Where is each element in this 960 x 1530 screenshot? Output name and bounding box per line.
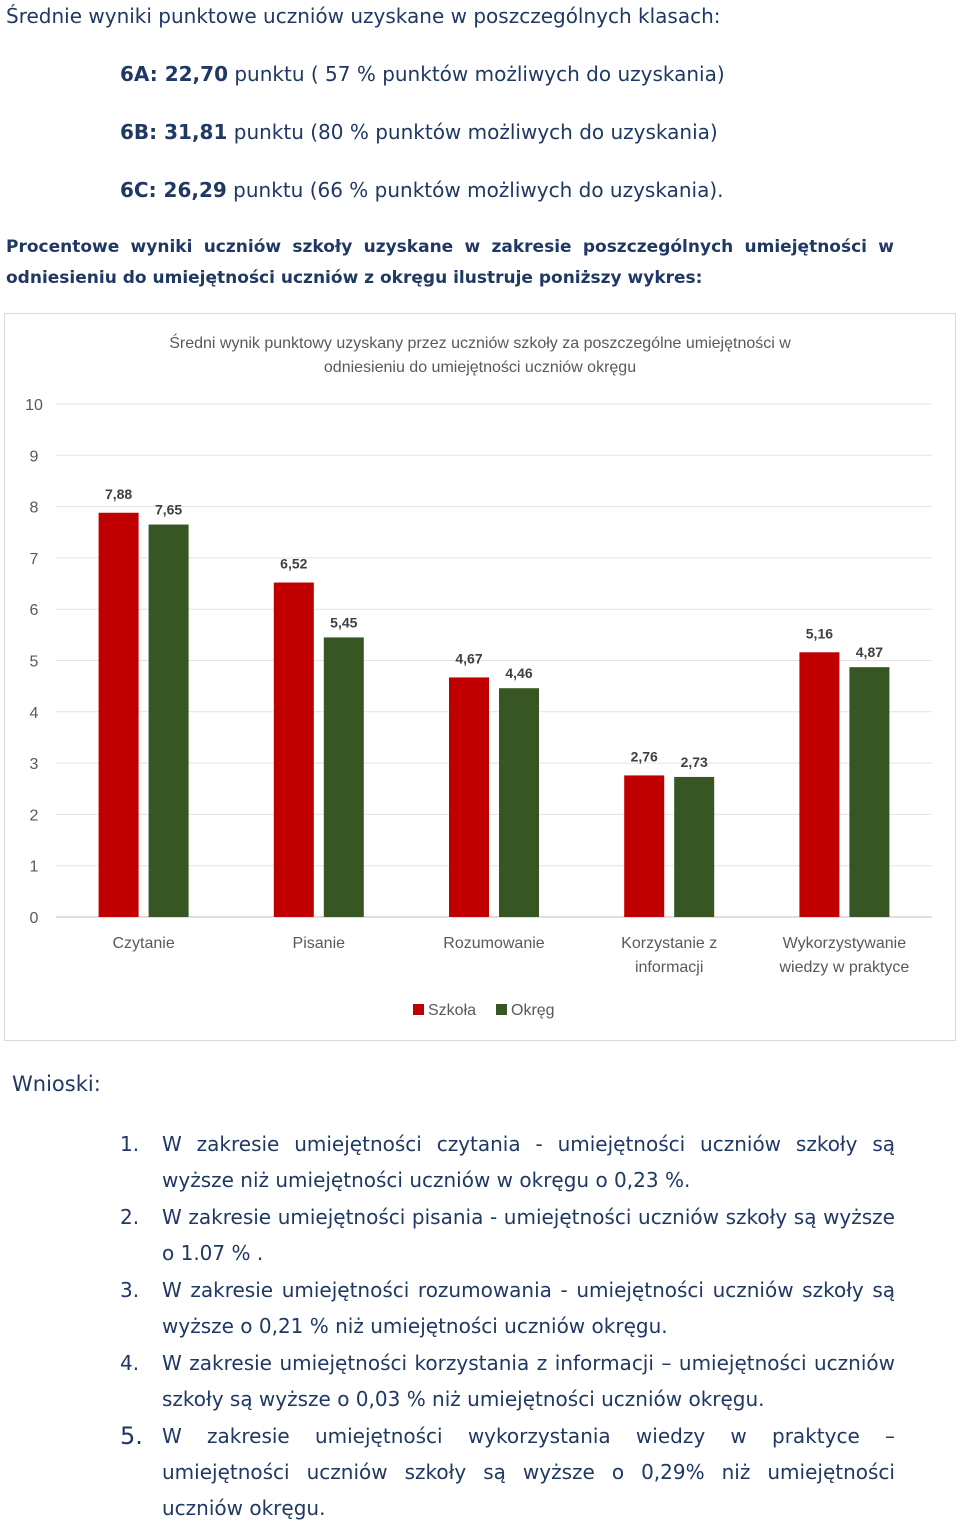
chart-container: Średni wynik punktowy uzyskany przez ucz… xyxy=(4,313,956,1041)
chart-bar xyxy=(98,512,139,917)
conclusion-text: W zakresie umiejętności rozumowania - um… xyxy=(162,1278,895,1338)
chart-intro-text: Procentowe wyniki uczniów szkoły uzyskan… xyxy=(6,237,894,288)
x-tick-label: Wykorzystywanie xyxy=(783,935,907,952)
data-label: 2,73 xyxy=(681,754,708,770)
data-label: 2,76 xyxy=(631,748,658,764)
legend-label: Szkoła xyxy=(428,1002,476,1019)
class-result-label: 6C: 26,29 xyxy=(120,178,227,202)
legend-swatch xyxy=(496,1004,507,1015)
data-label: 5,45 xyxy=(330,614,357,630)
legend-label: Okręg xyxy=(511,1002,555,1019)
chart-bar xyxy=(799,652,840,917)
conclusion-item: 4. W zakresie umiejętności korzystania z … xyxy=(120,1345,895,1417)
class-result-6a: 6A: 22,70 punktu ( 57 % punktów możliwyc… xyxy=(120,62,725,86)
chart-bar xyxy=(849,667,890,917)
data-label: 4,87 xyxy=(856,644,883,660)
y-tick-label: 10 xyxy=(25,397,43,414)
y-tick-label: 1 xyxy=(30,859,39,876)
y-tick-label: 3 xyxy=(30,756,39,773)
chart-bar xyxy=(323,637,364,917)
class-result-label: 6B: 31,81 xyxy=(120,120,228,144)
conclusion-text: W zakresie umiejętności korzystania z in… xyxy=(162,1351,895,1411)
class-result-6b: 6B: 31,81 punktu (80 % punktów możliwych… xyxy=(120,120,718,144)
x-tick-label: Rozumowanie xyxy=(443,935,544,952)
conclusion-number: 3. xyxy=(120,1278,140,1302)
y-tick-label: 7 xyxy=(30,551,39,568)
x-tick-label: informacji xyxy=(635,959,703,976)
conclusion-number: 5. xyxy=(120,1422,143,1450)
data-label: 7,88 xyxy=(105,486,132,502)
class-result-text: punktu ( 57 % punktów możliwych do uzysk… xyxy=(228,62,725,86)
y-tick-label: 2 xyxy=(30,807,39,824)
chart-bar xyxy=(449,677,489,917)
y-tick-label: 8 xyxy=(30,500,39,517)
conclusion-item: 3. W zakresie umiejętności rozumowania - … xyxy=(120,1272,895,1344)
legend-swatch xyxy=(413,1004,424,1015)
data-label: 4,46 xyxy=(505,665,532,681)
data-label: 5,16 xyxy=(806,625,833,641)
conclusions-list: 1. W zakresie umiejętności czytania - umi… xyxy=(120,1126,895,1527)
chart-bar xyxy=(148,524,189,917)
x-tick-label: wiedzy w praktyce xyxy=(778,959,909,976)
chart-bar xyxy=(674,776,715,917)
conclusion-text: W zakresie umiejętności wykorzystania wi… xyxy=(162,1424,895,1520)
y-tick-label: 4 xyxy=(30,705,39,722)
conclusion-number: 2. xyxy=(120,1205,140,1229)
conclusion-item: 1. W zakresie umiejętności czytania - umi… xyxy=(120,1126,895,1198)
chart-title-line: Średni wynik punktowy uzyskany przez ucz… xyxy=(169,333,791,352)
conclusion-number: 1. xyxy=(120,1132,140,1156)
data-label: 6,52 xyxy=(280,556,307,572)
class-result-6c: 6C: 26,29 punktu (66 % punktów możliwych… xyxy=(120,178,724,202)
y-tick-label: 6 xyxy=(30,602,39,619)
class-result-text: punktu (66 % punktów możliwych do uzyska… xyxy=(226,178,724,202)
conclusions-title: Wnioski: xyxy=(12,1072,101,1096)
page-heading: Średnie wyniki punktowe uczniów uzyskane… xyxy=(6,4,721,28)
conclusion-item: 2. W zakresie umiejętności pisania - umie… xyxy=(120,1199,895,1271)
x-tick-label: Czytanie xyxy=(112,935,174,952)
y-tick-label: 0 xyxy=(30,910,39,927)
class-result-label: 6A: 22,70 xyxy=(120,62,228,86)
data-label: 7,65 xyxy=(155,502,182,518)
chart-bar xyxy=(499,688,539,917)
x-tick-label: Pisanie xyxy=(293,935,346,952)
data-label: 4,67 xyxy=(455,650,482,666)
chart-bar xyxy=(624,775,665,917)
chart-bar xyxy=(273,582,314,917)
y-tick-label: 9 xyxy=(30,448,39,465)
x-tick-label: Korzystanie z xyxy=(621,935,717,952)
conclusion-item: 5. W zakresie umiejętności wykorzystania … xyxy=(120,1418,895,1526)
bar-chart: Średni wynik punktowy uzyskany przez ucz… xyxy=(25,333,932,1019)
class-result-text: punktu (80 % punktów możliwych do uzyska… xyxy=(227,120,718,144)
conclusion-text: W zakresie umiejętności pisania - umieję… xyxy=(162,1205,895,1265)
conclusion-text: W zakresie umiejętności czytania - umiej… xyxy=(162,1132,895,1192)
y-tick-label: 5 xyxy=(30,654,39,671)
conclusion-number: 4. xyxy=(120,1351,140,1375)
chart-title-line: odniesieniu do umiejętności uczniów okrę… xyxy=(324,359,636,376)
